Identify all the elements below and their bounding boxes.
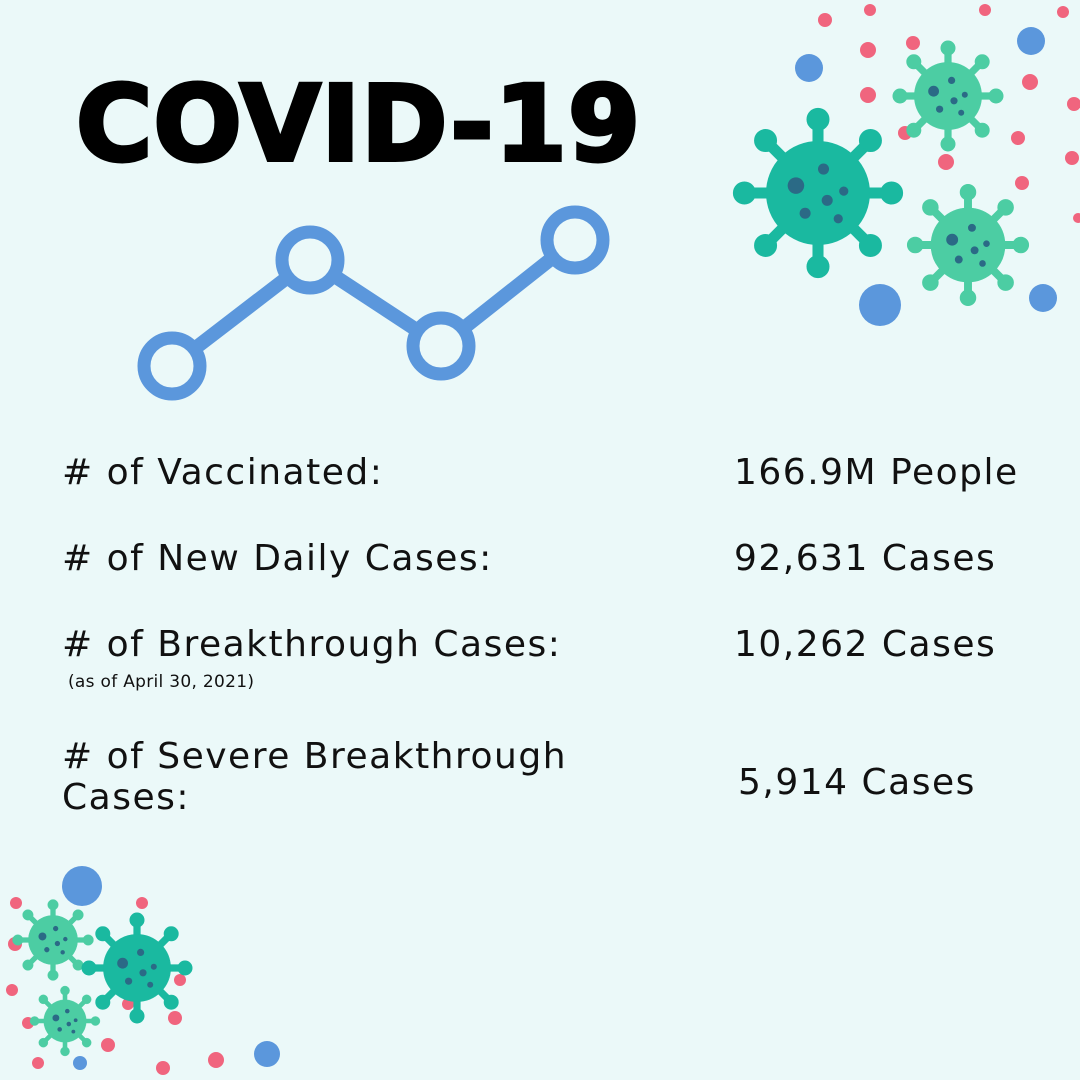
breakthrough-cases-value: 10,262 Cases [734, 624, 997, 665]
breakthrough-cases-label: # of Breakthrough Cases: [62, 624, 562, 665]
breakthrough-cases-note: (as of April 30, 2021) [68, 672, 255, 692]
new-daily-cases-value: 92,631 Cases [734, 538, 997, 579]
vaccinated-value: 166.9M People [734, 452, 1019, 493]
severe-breakthrough-cases-value: 5,914 Cases [738, 762, 976, 803]
new-daily-cases-label: # of New Daily Cases: [62, 538, 493, 579]
vaccinated-label: # of Vaccinated: [62, 452, 384, 493]
page-title: COVID-19 [74, 63, 642, 185]
severe-breakthrough-cases-label: # of Severe Breakthrough Cases: [62, 736, 568, 819]
